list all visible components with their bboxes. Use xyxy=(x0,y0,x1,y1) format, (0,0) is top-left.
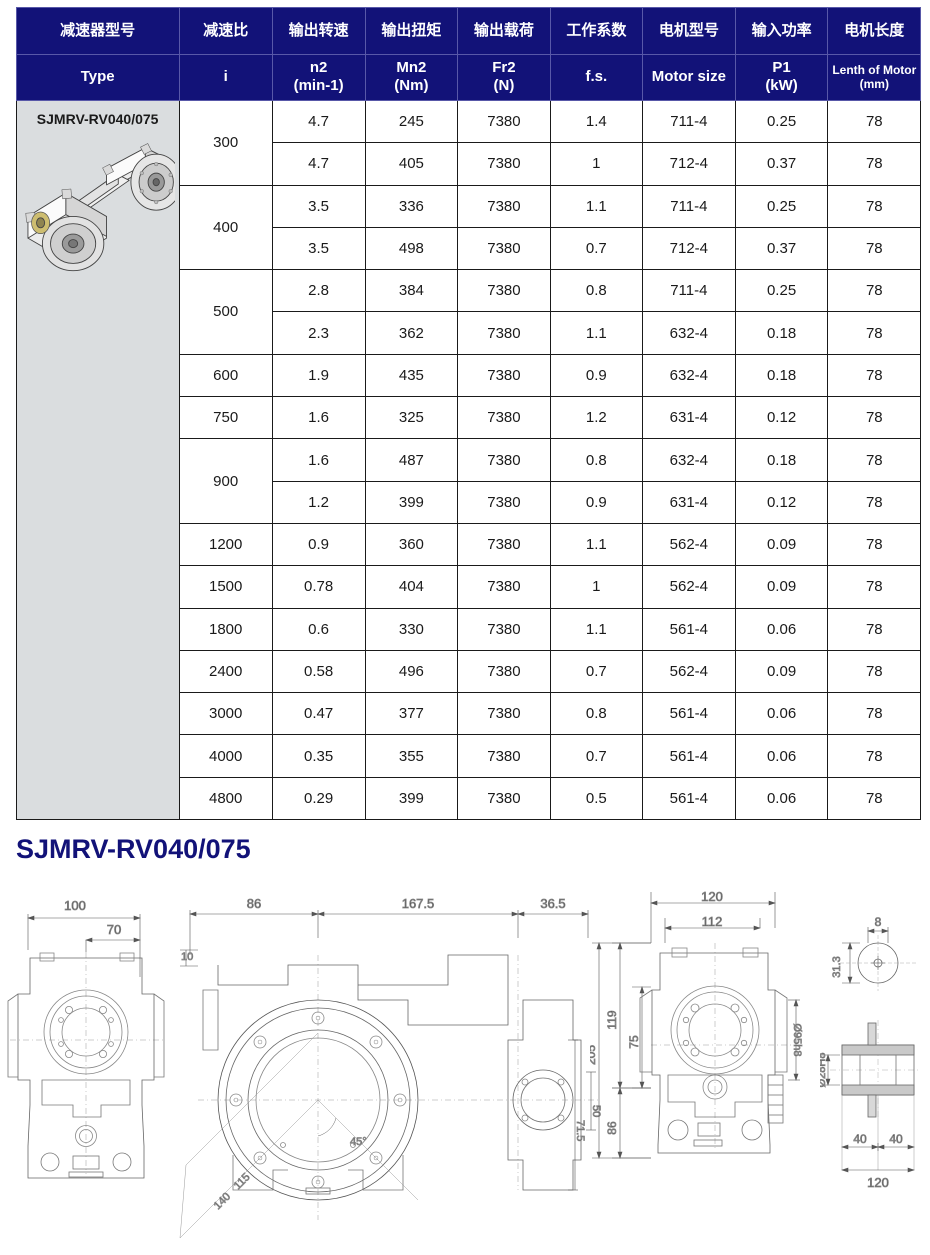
svg-text:119: 119 xyxy=(605,1010,619,1029)
svg-text:86: 86 xyxy=(247,896,261,911)
svg-text:120: 120 xyxy=(867,1175,889,1190)
svg-text:140: 140 xyxy=(212,1191,233,1212)
svg-text:112: 112 xyxy=(702,914,723,929)
svg-text:120: 120 xyxy=(701,890,723,904)
svg-text:31.3: 31.3 xyxy=(831,956,843,977)
svg-text:10: 10 xyxy=(181,951,193,963)
svg-text:45°: 45° xyxy=(350,1136,367,1148)
svg-text:71.5: 71.5 xyxy=(574,1120,586,1141)
svg-text:36.5: 36.5 xyxy=(540,896,565,911)
svg-text:100: 100 xyxy=(64,900,86,913)
svg-text:75: 75 xyxy=(627,1035,641,1049)
svg-text:86: 86 xyxy=(605,1121,619,1135)
svg-text:70: 70 xyxy=(107,922,121,937)
svg-text:40: 40 xyxy=(853,1132,867,1146)
svg-text:205: 205 xyxy=(590,1045,598,1065)
svg-text:Ø28H8: Ø28H8 xyxy=(820,1053,828,1088)
svg-text:115: 115 xyxy=(232,1171,253,1192)
svg-text:8: 8 xyxy=(875,915,882,929)
svg-text:40: 40 xyxy=(889,1132,903,1146)
svg-text:Ø95h8: Ø95h8 xyxy=(791,1023,803,1056)
svg-text:167.5: 167.5 xyxy=(402,896,435,911)
